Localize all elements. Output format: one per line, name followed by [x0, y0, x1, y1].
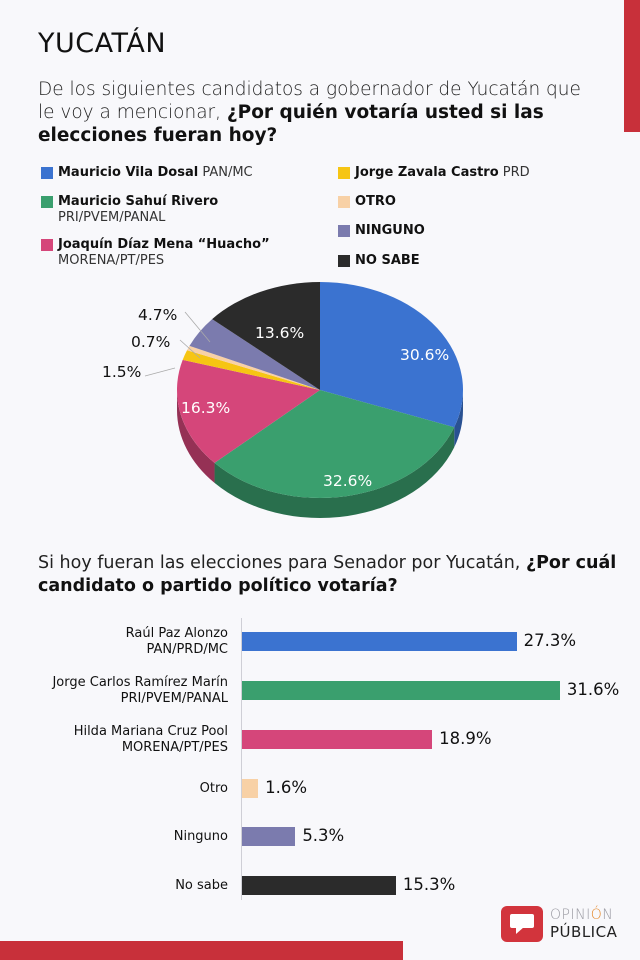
- bar: [242, 681, 560, 700]
- leader-line: [184, 311, 211, 343]
- senator-question: Si hoy fueran las elecciones para Senado…: [38, 552, 618, 598]
- legend-name: NO SABE: [355, 253, 420, 268]
- bar-category-label: Raúl Paz Alonzo PAN/PRD/MC: [125, 626, 228, 657]
- legend-party: PRI/PVEM/PANAL: [58, 210, 166, 225]
- legend-party: PAN/MC: [202, 165, 253, 180]
- legend-party: PRD: [502, 165, 530, 180]
- pie-slice: [320, 282, 463, 428]
- pie-slice: [187, 345, 320, 390]
- legend-swatch: [41, 239, 53, 251]
- legend-item-no-sabe: NO SABE: [338, 253, 420, 269]
- legend-item-zavala: Jorge Zavala Castro PRD: [338, 165, 530, 181]
- legend-swatch: [338, 167, 350, 179]
- pie-value-label: 1.5%: [102, 363, 142, 381]
- bar-category-label: Otro: [199, 781, 228, 796]
- pie-slice-side: [454, 390, 463, 448]
- bar-value-label: 31.6%: [566, 680, 620, 699]
- logo-text-line1: OPINIÓN: [550, 907, 614, 923]
- pie-value-label: 16.3%: [181, 399, 231, 417]
- bar-value-label: 27.3%: [523, 631, 577, 650]
- bar: [242, 876, 396, 895]
- bar-category-label: Hilda Mariana Cruz Pool MORENA/PT/PES: [73, 724, 228, 755]
- legend-swatch: [338, 255, 350, 267]
- bar-category-label: No sabe: [175, 878, 228, 893]
- pie-slice: [214, 390, 455, 498]
- decorative-red-bar-bottom: [0, 941, 403, 960]
- pie-value-label: 32.6%: [323, 472, 373, 490]
- bar-value-label: 18.9%: [439, 729, 492, 748]
- bar-chart-axis: [241, 618, 242, 900]
- pie-value-label: 0.7%: [131, 333, 171, 351]
- governor-question: De los siguientes candidatos a gobernado…: [38, 78, 598, 147]
- legend-item-vila: Mauricio Vila Dosal PAN/MC: [41, 165, 253, 181]
- bar-value-label: 5.3%: [302, 826, 345, 845]
- bar: [242, 779, 259, 798]
- legend-item-otro: OTRO: [338, 194, 396, 210]
- decorative-red-bar-top: [624, 0, 640, 132]
- legend-name: OTRO: [355, 194, 396, 209]
- governor-question-intro: De los siguientes candidatos a gobernado…: [38, 79, 581, 123]
- legend-swatch: [338, 196, 350, 208]
- bar-category-label: Ninguno: [173, 829, 228, 844]
- opinion-publica-logo: OPINIÓN PÚBLICA: [501, 906, 640, 946]
- legend-swatch: [41, 167, 53, 179]
- bar: [242, 827, 296, 846]
- pie-value-label: 13.6%: [255, 324, 305, 342]
- pie-slice: [182, 350, 320, 390]
- pie-chart: [144, 282, 463, 518]
- bar-value-label: 15.3%: [402, 875, 456, 894]
- logo-text-line2: PÚBLICA: [550, 923, 618, 941]
- bar-category-label: Jorge Carlos Ramírez Marín PRI/PVEM/PANAL: [52, 675, 228, 706]
- pie-slice: [189, 319, 320, 390]
- pie-slice-side: [177, 390, 215, 483]
- legend-name: Jorge Zavala Castro: [355, 165, 499, 180]
- speech-bubble-icon: [501, 906, 543, 942]
- legend-name: NINGUNO: [355, 223, 425, 238]
- pie-slice-side: [214, 427, 455, 518]
- legend-item-ninguno: NINGUNO: [338, 223, 425, 239]
- senator-question-intro: Si hoy fueran las elecciones para Senado…: [38, 553, 526, 573]
- bar: [242, 632, 517, 651]
- legend-name: Mauricio Sahuí Rivero: [58, 194, 219, 209]
- legend-name: Joaquín Díaz Mena “Huacho”: [58, 237, 270, 252]
- legend-item-diaz: Joaquín Díaz Mena “Huacho” MORENA/PT/PES: [41, 237, 270, 269]
- leader-line: [144, 367, 176, 377]
- bar-value-label: 1.6%: [265, 778, 308, 797]
- legend-item-sahui: Mauricio Sahuí Rivero PRI/PVEM/PANAL: [41, 194, 218, 226]
- legend-swatch: [41, 196, 53, 208]
- governor-question-bold: ¿Por quién votaría usted si las eleccion…: [38, 102, 544, 146]
- bar: [242, 730, 433, 749]
- pie-slice: [177, 359, 320, 463]
- senator-question-bold: ¿Por cuál candidato o partido político v…: [38, 553, 617, 596]
- legend-swatch: [338, 225, 350, 237]
- legend-party: MORENA/PT/PES: [58, 253, 165, 268]
- page-title: YUCATÁN: [38, 28, 167, 59]
- pie-value-label: 30.6%: [400, 346, 450, 364]
- pie-value-label: 4.7%: [138, 306, 178, 324]
- leader-line: [179, 339, 201, 359]
- pie-slice: [212, 282, 320, 390]
- legend-name: Mauricio Vila Dosal: [58, 165, 199, 180]
